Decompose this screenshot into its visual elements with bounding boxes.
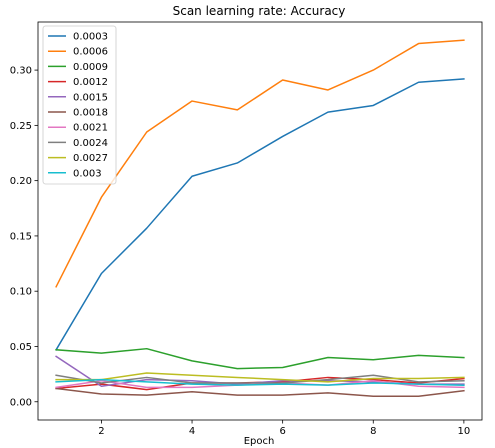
series-line-0-0018 [55, 387, 465, 397]
series-line-0-003 [55, 378, 465, 386]
y-tick-label: 0.10 [10, 287, 32, 298]
series-line-0-0006 [55, 39, 465, 288]
legend-label: 0.0027 [73, 153, 108, 164]
y-tick-label: 0.05 [10, 342, 32, 353]
y-tick-label: 0.00 [10, 397, 32, 408]
legend-label: 0.003 [73, 168, 102, 179]
axes: 2 4 6 8 10 0.00 0.05 0.10 0.15 0.20 0.25 0.30 [10, 21, 483, 437]
legend-label: 0.0015 [73, 92, 108, 103]
legend-label: 0.0012 [73, 77, 108, 88]
legend: 0.0003 0.0006 0.0009 0.0012 0.0015 0.0018 0.00… [42, 25, 117, 185]
legend-label: 0.0024 [73, 138, 108, 149]
x-tick-label: 2 [98, 426, 104, 437]
series-line-0-0009 [55, 347, 465, 370]
series-lines [55, 39, 465, 397]
series-line-0-0003 [55, 78, 465, 351]
x-tick-label: 10 [458, 426, 471, 437]
legend-label: 0.0009 [73, 62, 108, 73]
y-tick-label: 0.30 [10, 66, 32, 77]
y-tick-label: 0.25 [10, 121, 32, 132]
series-line-0-0027 [55, 372, 465, 383]
x-axis-label: Epoch [244, 436, 275, 447]
legend-label: 0.0006 [73, 47, 108, 58]
legend-label: 0.0021 [73, 123, 108, 134]
x-tick-label: 4 [189, 426, 195, 437]
legend-box [42, 25, 117, 185]
x-tick-label: 6 [279, 426, 285, 437]
y-tick-label: 0.15 [10, 231, 32, 242]
legend-label: 0.0018 [73, 108, 108, 119]
chart-title: Scan learning rate: Accuracy [173, 4, 346, 18]
y-tick-label: 0.20 [10, 176, 32, 187]
x-tick-label: 8 [370, 426, 376, 437]
plot-frame [37, 21, 483, 421]
legend-label: 0.0003 [73, 32, 108, 43]
